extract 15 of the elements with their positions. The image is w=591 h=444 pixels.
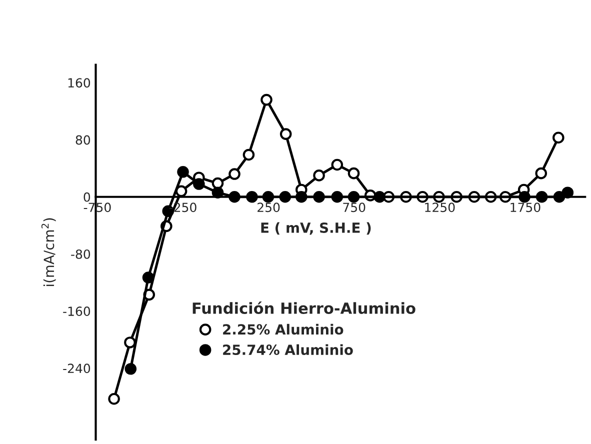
y-tick-label: -80 (71, 249, 90, 259)
y-tick-label: -240 (63, 364, 90, 374)
y-tick-label: 160 (68, 78, 90, 88)
x-tick-label: 1250 (425, 202, 455, 212)
legend-title: Fundición Hierro-Aluminio (192, 302, 416, 314)
x-tick-label: 250 (258, 202, 280, 212)
x-tick-label: 750 (343, 202, 366, 212)
y-tick-label: 0 (84, 192, 90, 202)
x-axis-title: E ( mV, S.H.E ) (261, 222, 371, 235)
y-tick-label: 80 (76, 135, 90, 145)
y-axis-title: i(mA/cm$^{2}$) (41, 218, 56, 286)
y-tick-label: -160 (63, 306, 90, 316)
x-tick-label: 1750 (510, 202, 540, 212)
legend-label: 2.25% Aluminio (223, 324, 344, 335)
legend-label: 25.74% Aluminio (223, 344, 353, 356)
